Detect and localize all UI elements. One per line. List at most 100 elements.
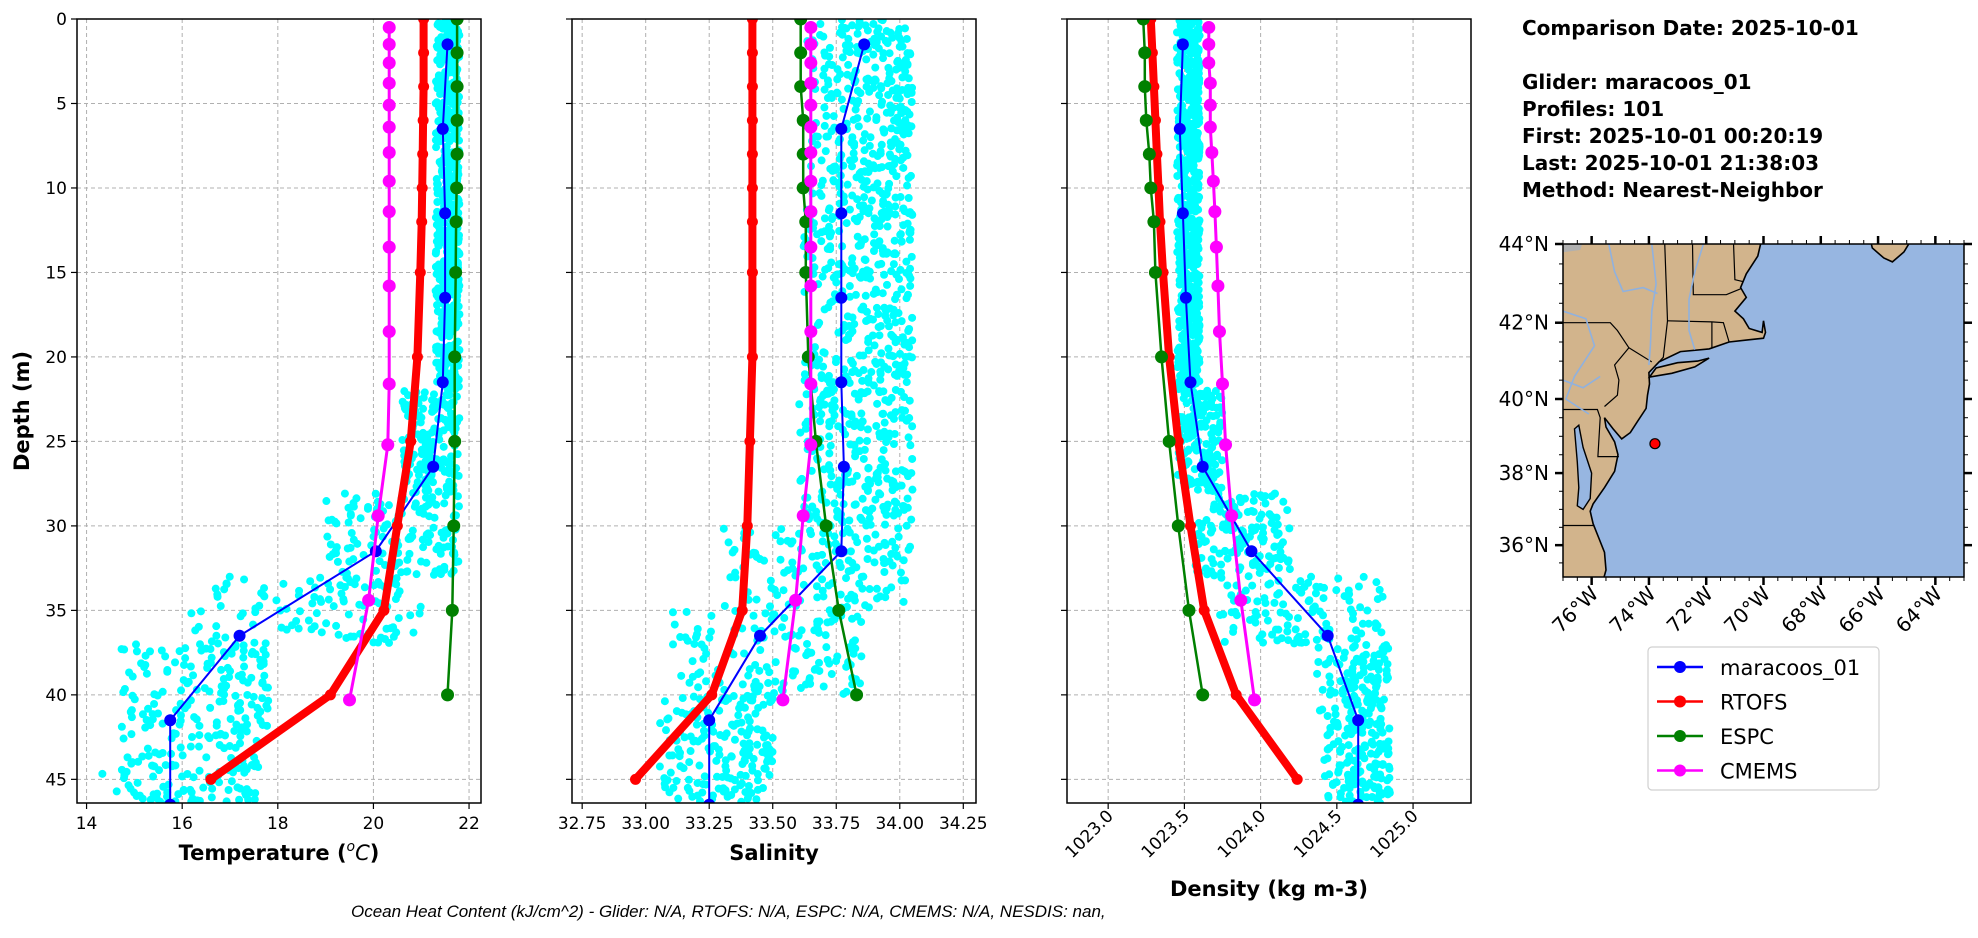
glider-raw-point <box>877 349 886 358</box>
series-point-rtofs <box>205 773 217 785</box>
glider-raw-point <box>1206 411 1215 420</box>
glider-raw-point <box>1291 625 1300 634</box>
glider-raw-point <box>433 207 442 216</box>
glider-raw-point <box>449 366 458 375</box>
glider-raw-point <box>1363 606 1372 615</box>
glider-raw-point <box>1270 525 1279 534</box>
glider-raw-point <box>891 483 900 492</box>
glider-raw-point <box>903 90 912 99</box>
glider-raw-point <box>802 651 811 660</box>
glider-raw-point <box>660 697 669 706</box>
glider-raw-point <box>853 86 862 95</box>
glider-raw-point <box>292 616 301 625</box>
glider-raw-point <box>197 646 206 655</box>
glider-raw-point <box>1314 643 1323 652</box>
glider-raw-point <box>1193 244 1202 253</box>
glider-raw-point <box>844 34 853 43</box>
series-point-rtofs <box>416 182 428 194</box>
glider-raw-point <box>899 502 908 511</box>
glider-raw-point <box>906 274 915 283</box>
glider-raw-point <box>333 557 342 566</box>
glider-raw-point <box>853 29 862 38</box>
glider-raw-point <box>255 601 264 610</box>
glider-raw-point <box>891 135 900 144</box>
series-point-rtofs <box>414 266 426 278</box>
glider-raw-point <box>768 757 777 766</box>
glider-raw-point <box>1184 65 1193 74</box>
glider-raw-point <box>891 338 900 347</box>
glider-raw-point <box>1220 637 1229 646</box>
glider-raw-point <box>443 391 452 400</box>
glider-raw-point <box>828 60 837 69</box>
glider-raw-point <box>331 519 340 528</box>
glider-raw-point <box>1335 761 1344 770</box>
glider-raw-point <box>897 317 906 326</box>
glider-raw-point <box>869 50 878 59</box>
series-point-espc <box>801 350 815 364</box>
glider-raw-point <box>220 684 229 693</box>
glider-raw-point <box>340 582 349 591</box>
glider-raw-point <box>816 397 825 406</box>
glider-raw-point <box>825 432 834 441</box>
glider-raw-point <box>240 575 249 584</box>
glider-raw-point <box>1332 586 1341 595</box>
glider-raw-point <box>383 520 392 529</box>
glider-raw-point <box>1347 730 1356 739</box>
glider-raw-point <box>421 493 430 502</box>
glider-raw-point <box>890 497 899 506</box>
glider-raw-point <box>1173 171 1182 180</box>
glider-raw-point <box>855 213 864 222</box>
glider-raw-point <box>755 666 764 675</box>
map-lon-label: 66°W <box>1834 581 1890 637</box>
series-point-cmems <box>382 20 396 34</box>
glider-raw-point <box>738 760 747 769</box>
map-lat-label: 38°N <box>1499 461 1549 485</box>
glider-raw-point <box>743 794 752 803</box>
glider-raw-point <box>186 662 195 671</box>
chesapeake-bay <box>1573 423 1593 511</box>
series-point-espc <box>448 350 462 364</box>
glider-raw-point <box>242 727 251 736</box>
glider-raw-point <box>891 202 900 211</box>
series-point-cmems <box>343 693 357 707</box>
glider-raw-point <box>195 721 204 730</box>
glider-raw-point <box>828 297 837 306</box>
glider-raw-point <box>870 341 879 350</box>
glider-raw-point <box>1293 614 1302 623</box>
glider-raw-point <box>243 720 252 729</box>
glider-raw-point <box>1180 53 1189 62</box>
glider-raw-point <box>906 281 915 290</box>
glider-raw-point <box>418 505 427 514</box>
glider-raw-point <box>237 670 246 679</box>
glider-raw-point <box>1283 621 1292 630</box>
glider-raw-point <box>850 141 859 150</box>
glider-raw-point <box>843 180 852 189</box>
glider-raw-point <box>823 656 832 665</box>
glider-raw-point <box>350 580 359 589</box>
glider-raw-point <box>776 537 785 546</box>
glider-raw-point <box>837 95 846 104</box>
glider-raw-point <box>224 786 233 795</box>
glider-raw-point <box>1385 788 1394 797</box>
glider-raw-point <box>1181 388 1190 397</box>
glider-raw-point <box>879 446 888 455</box>
series-point-espc <box>449 215 463 229</box>
glider-raw-point <box>845 528 854 537</box>
map-lat-label: 44°N <box>1499 232 1549 256</box>
glider-raw-point <box>1314 657 1323 666</box>
glider-raw-point <box>128 691 137 700</box>
glider-raw-point <box>842 219 851 228</box>
glider-raw-point <box>1285 524 1294 533</box>
glider-raw-point <box>442 305 451 314</box>
glider-raw-point <box>818 272 827 281</box>
series-line-glider <box>708 44 866 803</box>
series-point-rtofs <box>1291 773 1303 785</box>
glider-raw-point <box>1258 493 1267 502</box>
glider-raw-point <box>813 620 822 629</box>
glider-raw-point <box>668 751 677 760</box>
series-point-rtofs <box>736 604 748 616</box>
series-point-espc <box>448 434 462 448</box>
glider-raw-point <box>239 646 248 655</box>
glider-raw-point <box>681 633 690 642</box>
glider-raw-point <box>1325 672 1334 681</box>
